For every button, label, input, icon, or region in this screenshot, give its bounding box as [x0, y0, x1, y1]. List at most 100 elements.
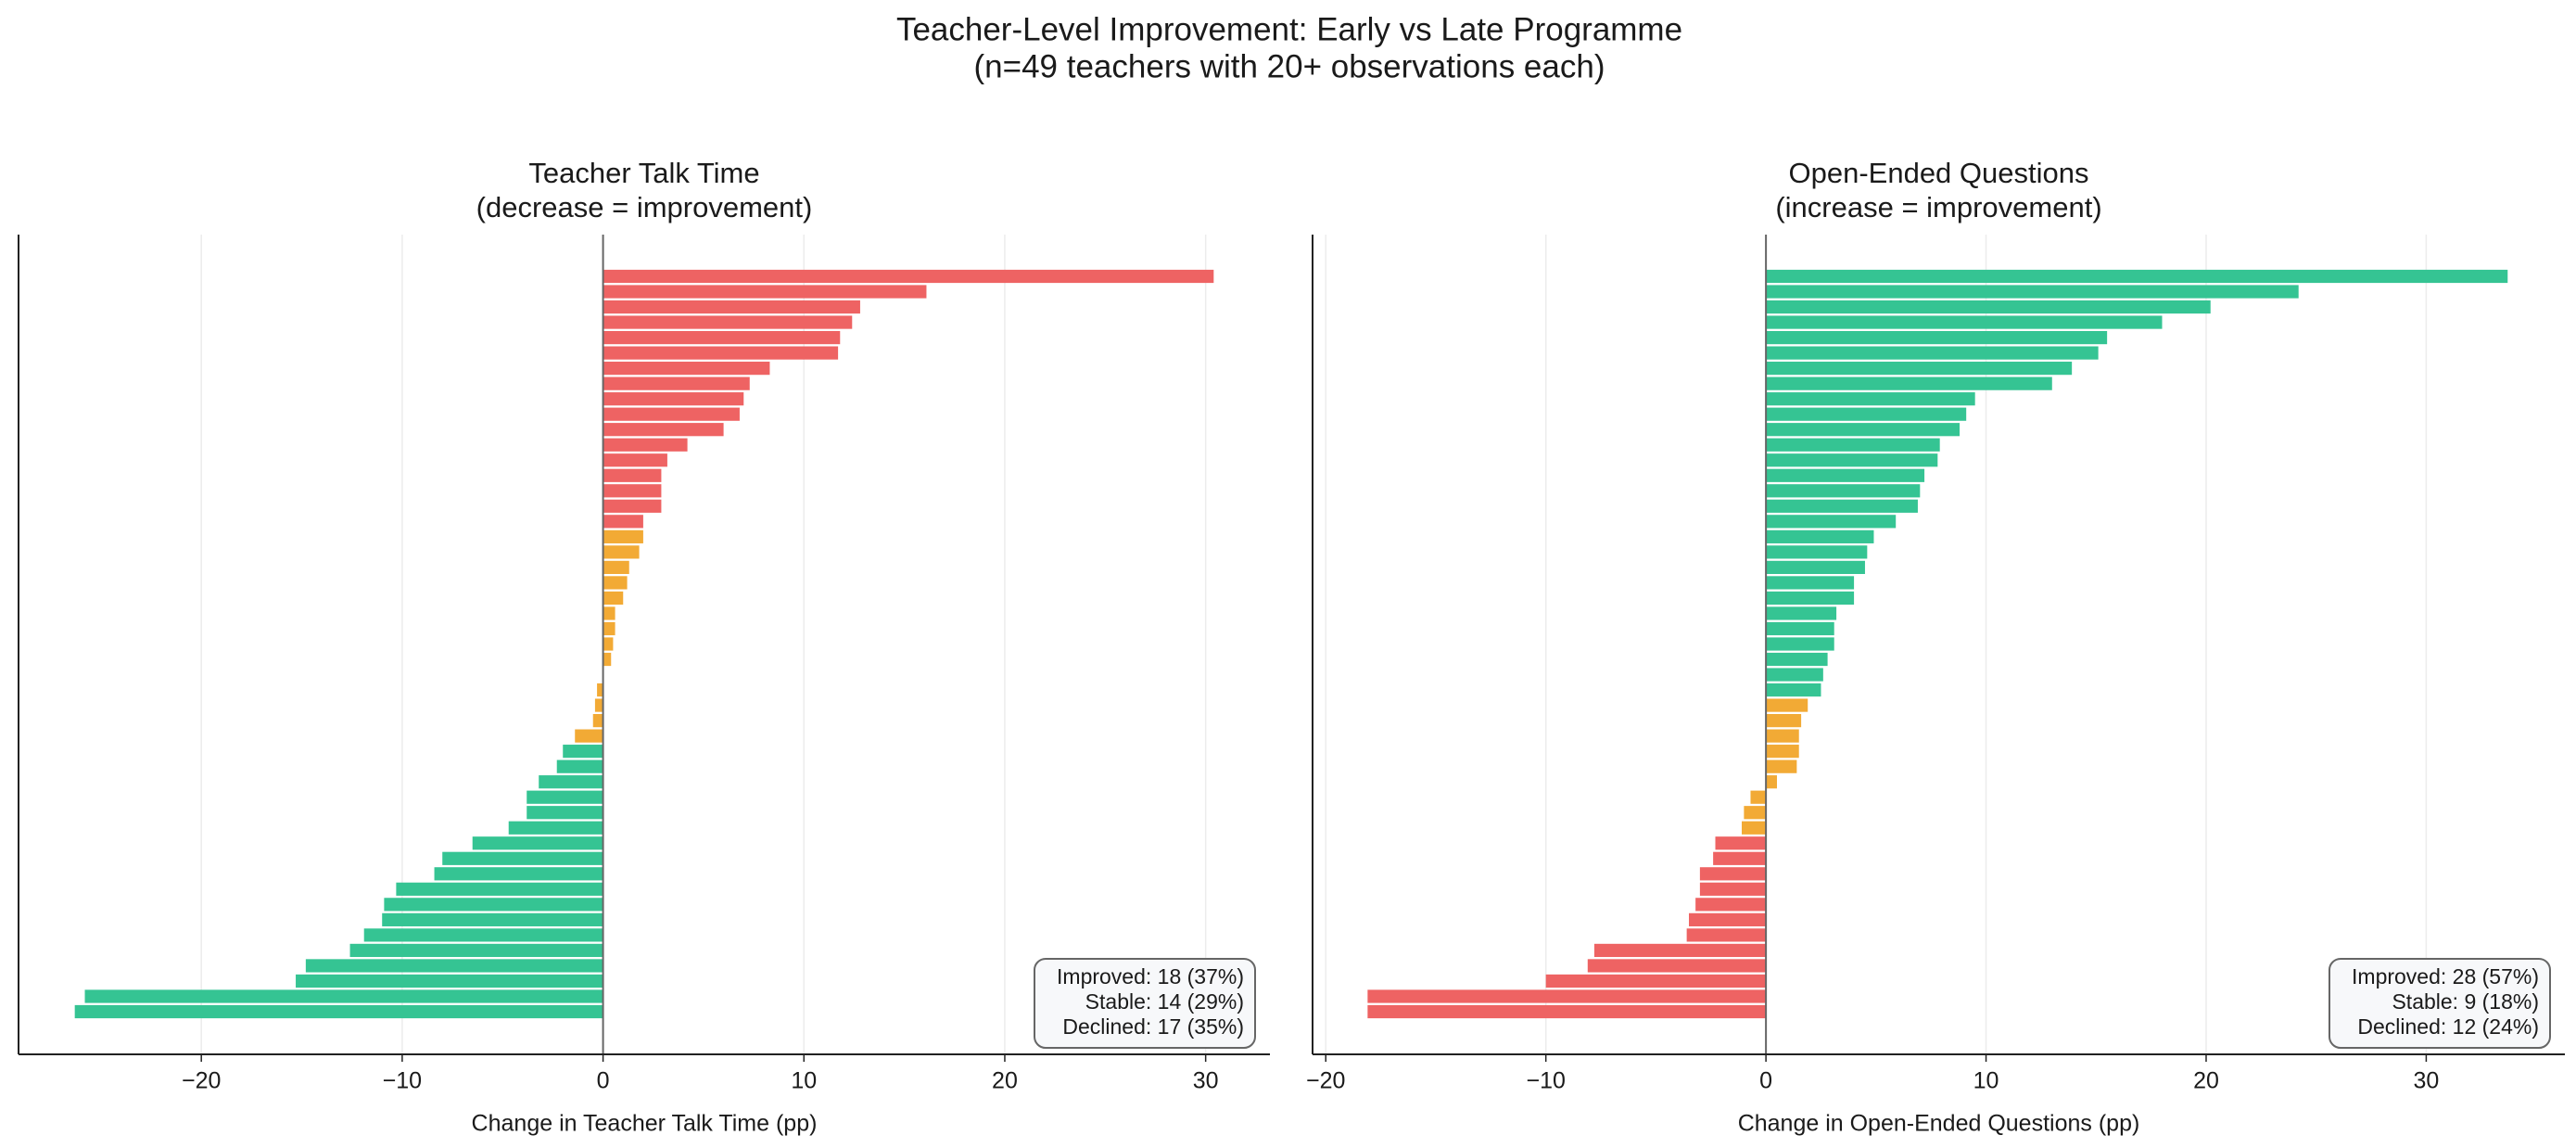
bar [1766, 515, 1897, 529]
bar [1766, 606, 1837, 620]
x-tick-label: −10 [383, 1068, 422, 1094]
x-tick-label: −20 [182, 1068, 221, 1094]
bar [597, 682, 603, 697]
annotation: Improved: 18 (37%) [1057, 964, 1244, 989]
x-tick-label: 30 [1193, 1068, 1219, 1094]
bar [349, 943, 603, 958]
bar [556, 759, 603, 773]
bar [1766, 392, 1975, 406]
bar [1587, 959, 1767, 973]
bar [74, 1004, 603, 1019]
bar [1741, 821, 1767, 835]
bar [1766, 499, 1918, 513]
bar [603, 438, 688, 452]
bar [1545, 974, 1767, 989]
bar [603, 269, 1214, 284]
bar [527, 790, 603, 804]
x-axis-label: Change in Open-Ended Questions (pp) [1738, 1111, 2140, 1137]
bar [1766, 637, 1834, 651]
bar [1686, 928, 1767, 942]
bar [1766, 545, 1868, 559]
bar [603, 515, 643, 529]
chart-subtitle: (decrease = improvement) [476, 191, 813, 223]
annotation-box [1034, 958, 1256, 1049]
bar [1766, 682, 1821, 697]
bar [603, 315, 853, 329]
bar [1766, 269, 2508, 284]
bar [1766, 591, 1855, 606]
bar [1766, 621, 1834, 636]
bar [1766, 759, 1797, 773]
bar [603, 468, 662, 482]
figure-subtitle: (n=49 teachers with 20+ observations eac… [974, 48, 1605, 84]
chart-title: Teacher Talk Time [528, 157, 759, 189]
bar [1766, 529, 1874, 543]
bar [575, 729, 603, 743]
bar [603, 637, 614, 651]
chart-subtitle: (increase = improvement) [1775, 191, 2101, 223]
bar [1766, 698, 1808, 712]
bar [603, 560, 629, 574]
bar [603, 621, 615, 636]
bar [1689, 912, 1767, 926]
bar [603, 423, 724, 437]
bar [603, 576, 628, 590]
x-tick-label: 20 [2193, 1068, 2219, 1094]
bar [434, 867, 603, 881]
bar [1699, 882, 1767, 896]
x-tick-label: 10 [1973, 1068, 1999, 1094]
bar [84, 989, 603, 1003]
x-tick-label: 20 [992, 1068, 1018, 1094]
bar [1766, 453, 1938, 467]
bar [603, 330, 841, 345]
bar [1744, 806, 1767, 820]
x-tick-label: 30 [2414, 1068, 2440, 1094]
bar [1766, 468, 1925, 482]
bar [382, 912, 603, 926]
annotation: Stable: 14 (29%) [1085, 989, 1244, 1014]
annotation: Stable: 9 (18%) [2392, 989, 2539, 1014]
bar [603, 376, 750, 390]
x-axis-label: Change in Teacher Talk Time (pp) [472, 1111, 818, 1137]
bar [305, 959, 603, 973]
bar [603, 362, 770, 376]
bar [603, 499, 662, 513]
bar [472, 836, 603, 850]
bar [603, 545, 640, 559]
bar [1766, 438, 1940, 452]
x-tick-label: −10 [1526, 1068, 1565, 1094]
bar [603, 392, 744, 406]
bar [1766, 407, 1967, 421]
bar [1766, 285, 2299, 299]
x-tick-label: 10 [791, 1068, 817, 1094]
bar [1766, 362, 2073, 376]
bar [594, 698, 603, 712]
bar [563, 745, 603, 759]
bar [592, 714, 603, 728]
bar [1766, 745, 1799, 759]
bar [1766, 668, 1823, 682]
bar [603, 407, 740, 421]
bar [1766, 652, 1828, 667]
bar [1766, 484, 1921, 498]
bar [603, 453, 667, 467]
bar [396, 882, 603, 896]
x-tick-label: −20 [1306, 1068, 1345, 1094]
bar [442, 851, 603, 865]
bar [603, 300, 860, 314]
bar [1766, 560, 1865, 574]
bar [1699, 867, 1767, 881]
bar [1766, 346, 2099, 360]
bar [603, 285, 927, 299]
figure-title: Teacher-Level Improvement: Early vs Late… [896, 11, 1682, 47]
bar [1766, 315, 2163, 329]
bar [1593, 943, 1767, 958]
annotation-box [2329, 958, 2551, 1049]
chart-title: Open-Ended Questions [1789, 157, 2089, 189]
bar [539, 775, 603, 789]
bar [1750, 790, 1767, 804]
bar [1715, 836, 1767, 850]
x-tick-label: 0 [597, 1068, 610, 1094]
bar [1766, 729, 1799, 743]
